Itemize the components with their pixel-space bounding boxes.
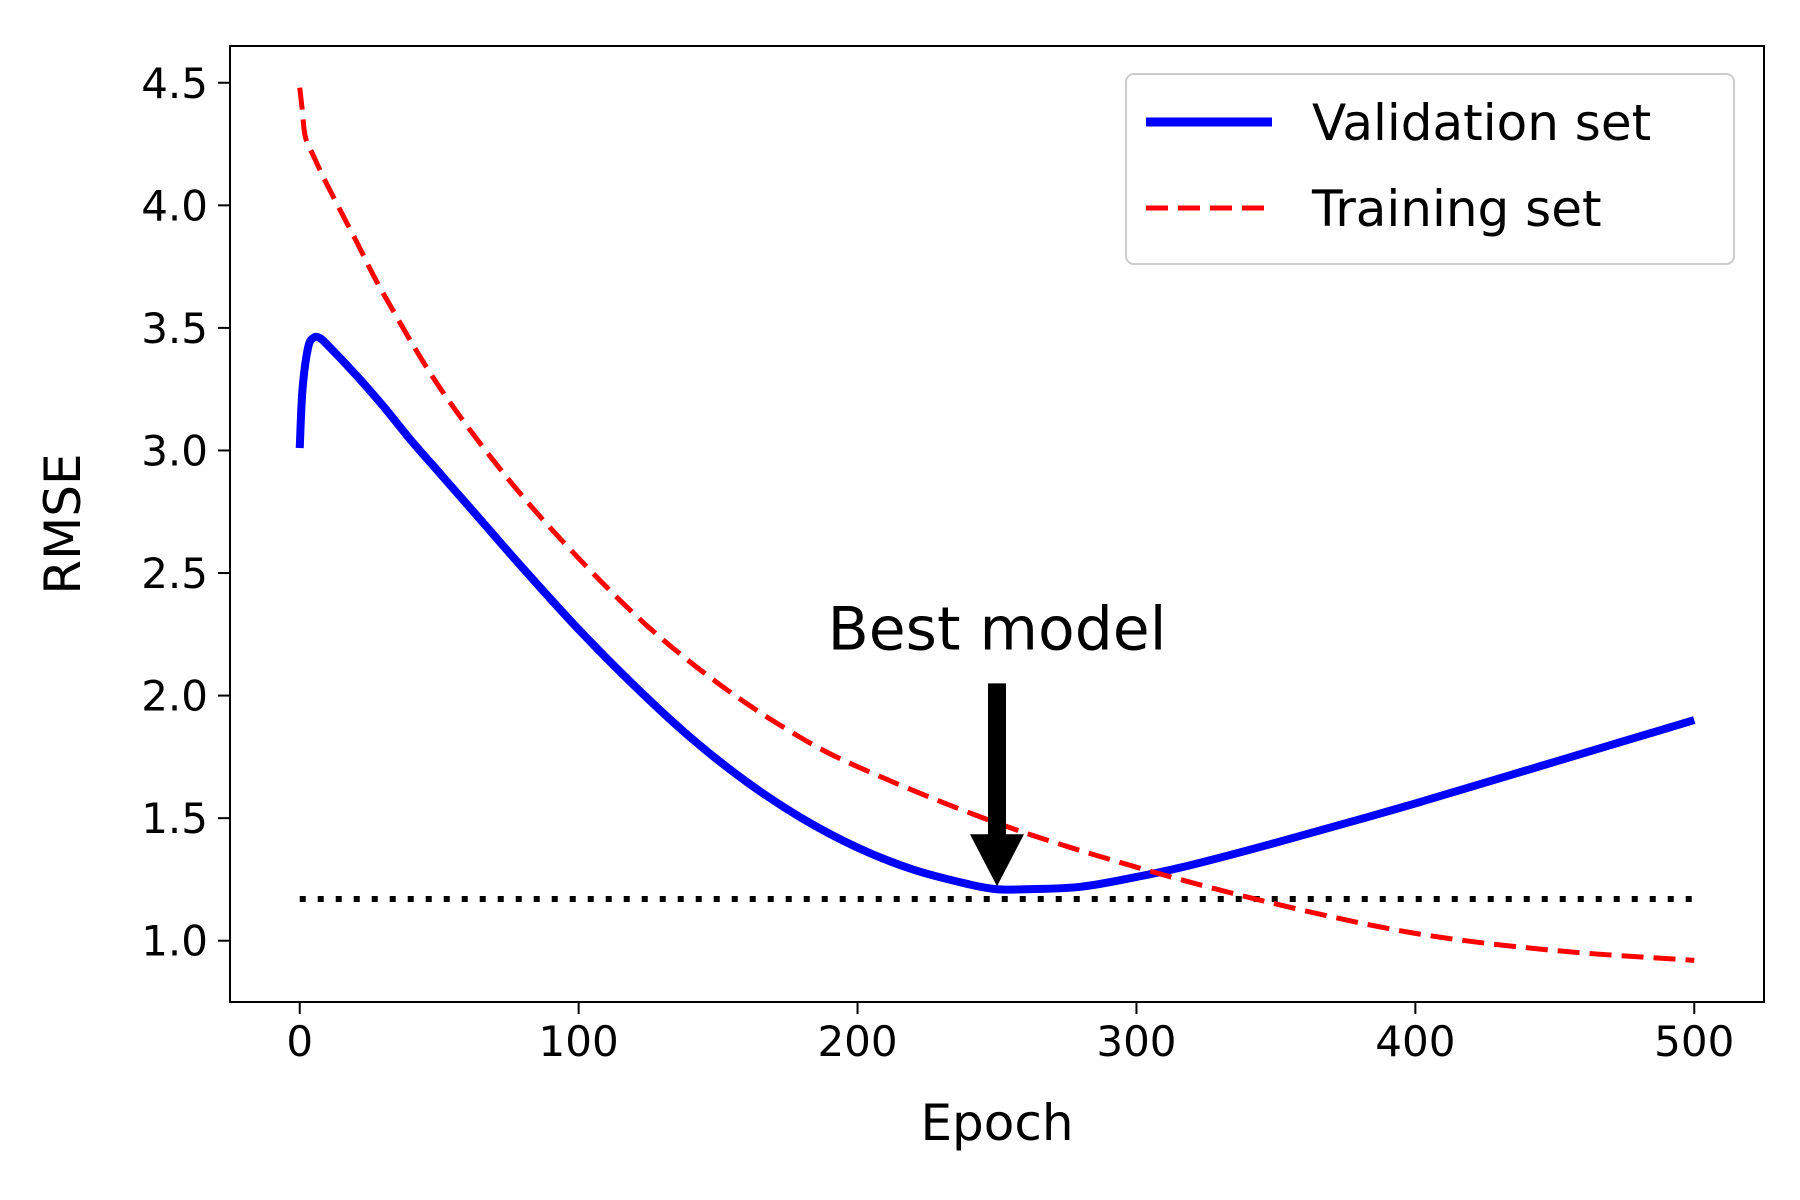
plot-frame xyxy=(229,45,1765,1003)
x-tick-label: 300 xyxy=(1096,1017,1176,1066)
y-axis-ticks: 1.0 1.5 2.0 2.5 3.0 3.5 4.0 4.5 xyxy=(141,59,230,966)
y-tick-label: 4.5 xyxy=(141,59,208,108)
legend-label-training: Training set xyxy=(1311,180,1602,238)
x-tick-label: 500 xyxy=(1654,1017,1734,1066)
validation-set-line xyxy=(295,332,1696,894)
x-tick-label: 100 xyxy=(539,1017,619,1066)
training-set-line xyxy=(297,87,1695,963)
y-tick-label: 3.0 xyxy=(141,426,208,475)
y-tick-label: 1.5 xyxy=(141,794,208,843)
plot-area: Best model xyxy=(229,45,1765,1003)
y-tick-label: 2.5 xyxy=(141,549,208,598)
x-tick-label: 400 xyxy=(1375,1017,1455,1066)
x-tick-label: 200 xyxy=(817,1017,897,1066)
x-tick-label: 0 xyxy=(286,1017,313,1066)
legend-label-validation: Validation set xyxy=(1312,94,1651,152)
best-model-label: Best model xyxy=(828,594,1167,664)
y-tick-label: 3.5 xyxy=(141,304,208,353)
y-tick-label: 4.0 xyxy=(141,181,208,230)
y-tick-label: 1.0 xyxy=(141,917,208,966)
y-axis-label: RMSE xyxy=(34,453,92,594)
best-model-arrow xyxy=(970,683,1024,887)
annotation: Best model xyxy=(828,594,1167,887)
x-axis-label: Epoch xyxy=(920,1094,1073,1152)
series-lines xyxy=(295,87,1696,963)
y-tick-label: 2.0 xyxy=(141,672,208,721)
legend: Validation set Training set xyxy=(1125,73,1735,265)
legend-box xyxy=(1125,73,1735,265)
x-axis-ticks: 0 100 200 300 400 500 xyxy=(286,1002,1734,1066)
